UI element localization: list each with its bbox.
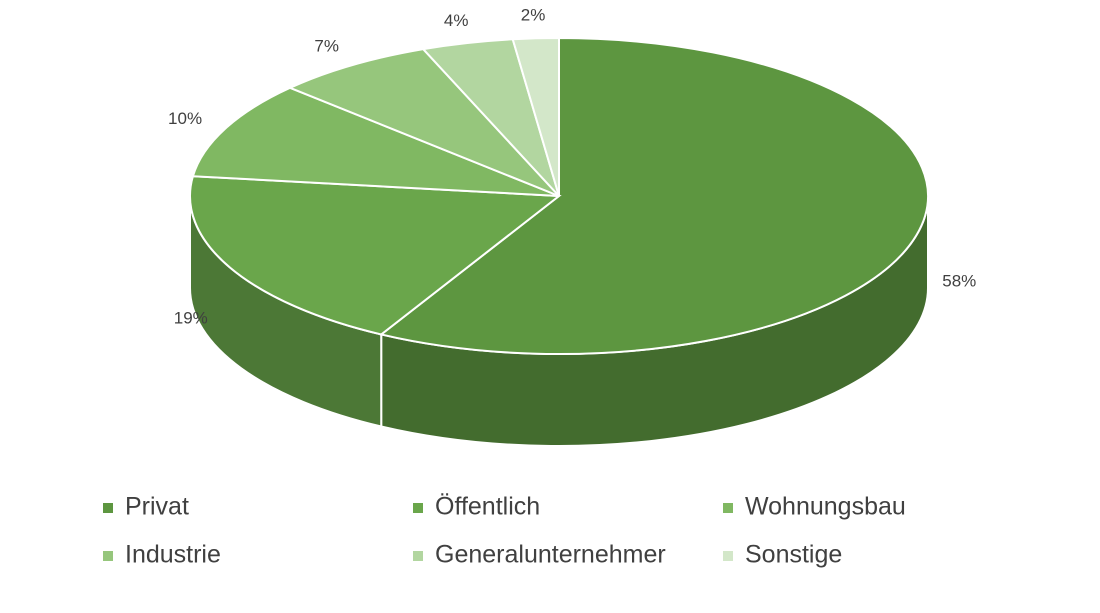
data-label: 10% bbox=[168, 109, 202, 128]
legend-label: Privat bbox=[125, 493, 189, 521]
slice bbox=[287, 48, 560, 197]
data-label: 58% bbox=[942, 272, 976, 291]
legend-marker bbox=[723, 551, 733, 561]
slice bbox=[189, 175, 562, 336]
legend-label: Öffentlich bbox=[435, 493, 540, 521]
legend-marker bbox=[103, 551, 113, 561]
legend-marker bbox=[723, 503, 733, 513]
slice bbox=[378, 36, 929, 355]
data-label: 19% bbox=[174, 309, 208, 328]
legend-marker bbox=[413, 551, 423, 561]
legend-label: Generalunternehmer bbox=[435, 541, 666, 569]
data-label: 2% bbox=[521, 6, 546, 25]
legend-marker bbox=[103, 503, 113, 513]
slice bbox=[511, 36, 560, 197]
legend-marker bbox=[413, 503, 423, 513]
data-label: 7% bbox=[314, 37, 339, 56]
legend-label: Sonstige bbox=[745, 541, 842, 569]
data-label: 4% bbox=[444, 11, 469, 30]
legend-label: Wohnungsbau bbox=[745, 493, 906, 521]
legend-label: Industrie bbox=[125, 541, 221, 569]
slice bbox=[191, 86, 560, 197]
